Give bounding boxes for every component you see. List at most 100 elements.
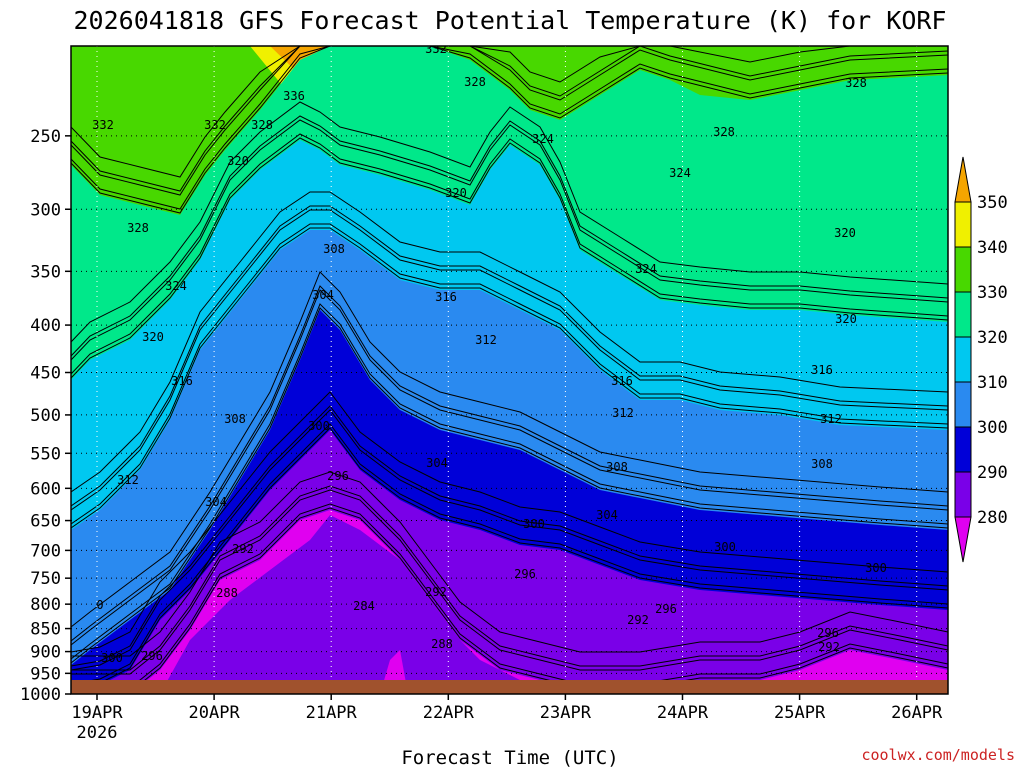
isotherm-line [71, 205, 948, 507]
contour-label: 316 [435, 290, 457, 304]
isotherm-line [71, 46, 948, 192]
contour-label: 300 [714, 540, 736, 554]
contour-label: 292 [818, 640, 840, 654]
contour-label: 296 [327, 469, 349, 483]
contour-label: 316 [811, 363, 833, 377]
colorbar-label: 320 [977, 328, 1008, 348]
x-tick-label: 19APR [71, 703, 123, 723]
isotherm-line [71, 489, 948, 675]
x-tick-label: 21APR [306, 703, 358, 723]
colorbar-segment [954, 336, 972, 383]
y-tick-label: 1000 [20, 685, 61, 705]
contour-label: 320 [142, 330, 164, 344]
contour-label: 320 [835, 312, 857, 326]
colorbar-label: 280 [977, 508, 1008, 528]
chart-title: 2026041818 GFS Forecast Potential Temper… [74, 6, 947, 35]
contour-label: 304 [205, 495, 227, 509]
isotherm-line [71, 46, 948, 210]
contour-label: 316 [611, 374, 633, 388]
colorbar-segment [954, 201, 972, 248]
isotherm-line [71, 507, 948, 693]
isotherm-line [71, 271, 948, 628]
isotherm-line [71, 391, 948, 653]
contour-label: 320 [445, 186, 467, 200]
y-tick-label: 600 [30, 479, 61, 499]
x-tick-label: 24APR [657, 703, 709, 723]
contour-labels: 332 332 336 328 320 332 328 324 328 328 320 324 324 3… [92, 42, 887, 665]
isotherm-line [71, 223, 948, 525]
x-axis: 19APR 20APR 21APR 22APR 23APR 24APR 25APR 26APR [71, 694, 943, 723]
colorbar-label: 310 [977, 373, 1008, 393]
y-tick-label: 550 [30, 444, 61, 464]
colorbar-segment [954, 471, 972, 518]
contour-label: 308 [323, 242, 345, 256]
isotherm-line [71, 503, 948, 689]
y-tick-label: 650 [30, 512, 61, 532]
isotherm-line [71, 427, 948, 689]
isotherm-line [71, 46, 948, 214]
isotherm-line [71, 115, 948, 357]
contour-label: 328 [845, 76, 867, 90]
isotherm-line [71, 227, 948, 529]
x-tick-label: 26APR [891, 703, 943, 723]
contour-label: 304 [596, 508, 618, 522]
contour-label: 328 [127, 221, 149, 235]
colorbar-label: 340 [977, 238, 1008, 258]
isotherm-line [71, 46, 948, 178]
y-tick-label: 300 [30, 200, 61, 220]
contour-label: 324 [635, 262, 657, 276]
contour-label: 288 [431, 637, 453, 651]
x-axis-label: Forecast Time (UTC) [401, 747, 618, 768]
contour-label: 328 [713, 125, 735, 139]
contour-label: 332 [425, 42, 447, 56]
y-tick-label: 350 [30, 262, 61, 282]
colorbar-max-triangle [954, 156, 972, 203]
contour-label: 308 [606, 460, 628, 474]
colorbar-label: 300 [977, 418, 1008, 438]
colorbar-segment [954, 381, 972, 428]
contour-label: 336 [283, 89, 305, 103]
colorbar-segment [954, 246, 972, 293]
colorbar-segment [954, 426, 972, 473]
contour-label: 312 [820, 412, 842, 426]
y-tick-label: 700 [30, 541, 61, 561]
contour-label: 312 [475, 333, 497, 347]
contour-label: 296 [817, 626, 839, 640]
isotherm-line [71, 471, 948, 657]
y-tick-label: 400 [30, 316, 61, 336]
contour-label: 0 [96, 598, 103, 612]
contour-label: 332 [204, 118, 226, 132]
x-tick-label: 22APR [423, 703, 475, 723]
colorbar-label: 350 [977, 193, 1008, 213]
isotherm-line [71, 423, 948, 685]
contour-label: 296 [514, 567, 536, 581]
contour-label: 308 [224, 412, 246, 426]
contour-label: 304 [426, 456, 448, 470]
plot-area: 332 332 336 328 320 332 328 324 328 328 320 324 324 3… [71, 42, 948, 694]
contour-label: 296 [141, 649, 163, 663]
contour-label: 320 [834, 226, 856, 240]
grid-lines [71, 46, 948, 694]
contour-label: 300 [101, 651, 123, 665]
contour-label: 296 [655, 602, 677, 616]
y-tick-label: 500 [30, 406, 61, 426]
isotherm-line [71, 405, 948, 667]
contour-label: 292 [425, 585, 447, 599]
contour-label: 312 [612, 406, 634, 420]
isotherm-lines [71, 46, 948, 693]
isotherm-line [71, 191, 948, 493]
contour-label: 312 [117, 473, 139, 487]
contour-label: 328 [464, 75, 486, 89]
colorbar-segment [954, 291, 972, 338]
contour-label: 316 [171, 374, 193, 388]
contour-label: 288 [216, 586, 238, 600]
plot-frame [70, 45, 949, 695]
y-tick-label: 750 [30, 569, 61, 589]
colorbar-min-triangle [954, 516, 972, 563]
isotherm-line [71, 307, 948, 664]
y-tick-label: 800 [30, 595, 61, 615]
band-280-290-body [160, 515, 600, 694]
x-tick-label: 23APR [540, 703, 592, 723]
y-tick-label: 850 [30, 620, 61, 640]
